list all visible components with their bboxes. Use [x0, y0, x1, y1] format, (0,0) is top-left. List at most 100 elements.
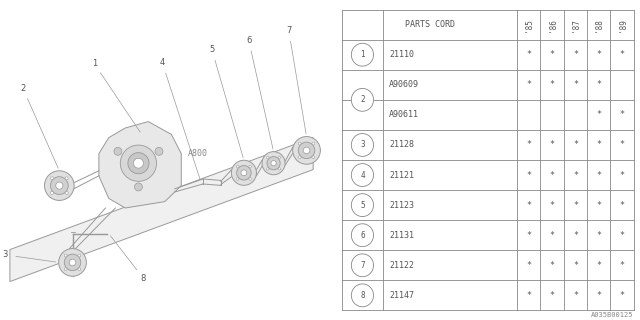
Text: 21128: 21128 [389, 140, 414, 149]
Text: 21123: 21123 [389, 201, 414, 210]
Circle shape [64, 254, 81, 271]
Circle shape [267, 168, 269, 170]
Circle shape [267, 156, 280, 170]
Circle shape [271, 161, 276, 166]
Circle shape [292, 137, 321, 164]
Text: *: * [550, 201, 555, 210]
Circle shape [51, 177, 68, 195]
Text: 5: 5 [360, 201, 365, 210]
Text: PARTS CORD: PARTS CORD [404, 20, 454, 29]
Circle shape [237, 165, 251, 180]
Circle shape [128, 153, 149, 174]
Circle shape [298, 156, 301, 159]
Circle shape [134, 158, 143, 168]
Text: '89: '89 [618, 18, 627, 32]
Text: *: * [526, 140, 531, 149]
Circle shape [120, 145, 157, 181]
Circle shape [51, 177, 54, 180]
Polygon shape [10, 138, 313, 282]
Circle shape [351, 88, 374, 111]
Circle shape [278, 156, 280, 159]
Text: 1: 1 [92, 59, 97, 68]
Circle shape [241, 170, 247, 176]
Text: *: * [550, 171, 555, 180]
Circle shape [351, 194, 374, 217]
Circle shape [64, 268, 67, 271]
Text: '86: '86 [548, 18, 557, 32]
Text: *: * [620, 50, 625, 59]
Circle shape [312, 142, 315, 145]
Text: *: * [526, 261, 531, 270]
Text: *: * [620, 291, 625, 300]
Text: 4: 4 [360, 171, 365, 180]
Circle shape [262, 152, 285, 175]
Text: *: * [596, 171, 601, 180]
Text: *: * [550, 50, 555, 59]
Circle shape [249, 165, 252, 168]
Text: *: * [526, 231, 531, 240]
Text: 8: 8 [360, 291, 365, 300]
Text: *: * [596, 231, 601, 240]
Circle shape [303, 147, 310, 154]
Text: *: * [596, 201, 601, 210]
Text: *: * [596, 291, 601, 300]
Text: *: * [596, 50, 601, 59]
Text: 6: 6 [360, 231, 365, 240]
Circle shape [114, 148, 122, 155]
Circle shape [65, 191, 68, 195]
Text: *: * [550, 80, 555, 89]
Text: 21147: 21147 [389, 291, 414, 300]
Text: *: * [620, 110, 625, 119]
Text: 4: 4 [160, 58, 165, 67]
Circle shape [56, 182, 63, 189]
Text: *: * [526, 291, 531, 300]
Text: A800: A800 [188, 149, 208, 158]
Text: 1: 1 [360, 50, 365, 59]
Text: *: * [596, 80, 601, 89]
Circle shape [232, 160, 257, 185]
Circle shape [134, 183, 142, 191]
Circle shape [351, 254, 374, 277]
Circle shape [298, 142, 315, 159]
Text: *: * [620, 171, 625, 180]
Text: *: * [550, 231, 555, 240]
Text: *: * [596, 140, 601, 149]
Text: 6: 6 [246, 36, 252, 45]
Text: *: * [526, 50, 531, 59]
Circle shape [64, 254, 67, 257]
Text: 21110: 21110 [389, 50, 414, 59]
Circle shape [278, 168, 280, 170]
Circle shape [351, 164, 374, 187]
Text: *: * [573, 231, 578, 240]
Text: 3: 3 [3, 250, 8, 260]
Text: *: * [526, 171, 531, 180]
Text: 21121: 21121 [389, 171, 414, 180]
Text: *: * [573, 50, 578, 59]
Text: *: * [596, 261, 601, 270]
Text: 5: 5 [209, 45, 214, 54]
Circle shape [65, 177, 68, 180]
Text: *: * [620, 201, 625, 210]
Text: *: * [573, 80, 578, 89]
Circle shape [351, 43, 374, 66]
Circle shape [78, 268, 81, 271]
Circle shape [351, 133, 374, 156]
Text: *: * [526, 80, 531, 89]
Text: *: * [620, 261, 625, 270]
Circle shape [312, 156, 315, 159]
Text: *: * [573, 201, 578, 210]
Text: *: * [550, 291, 555, 300]
Text: *: * [573, 261, 578, 270]
Text: 7: 7 [286, 26, 291, 35]
Text: '88: '88 [595, 18, 604, 32]
Circle shape [155, 148, 163, 155]
Circle shape [69, 259, 76, 266]
Text: *: * [550, 261, 555, 270]
Text: 21131: 21131 [389, 231, 414, 240]
Text: *: * [573, 291, 578, 300]
Text: '87: '87 [571, 18, 580, 32]
Text: *: * [573, 171, 578, 180]
Text: *: * [526, 201, 531, 210]
Circle shape [267, 156, 269, 159]
Circle shape [59, 249, 86, 276]
